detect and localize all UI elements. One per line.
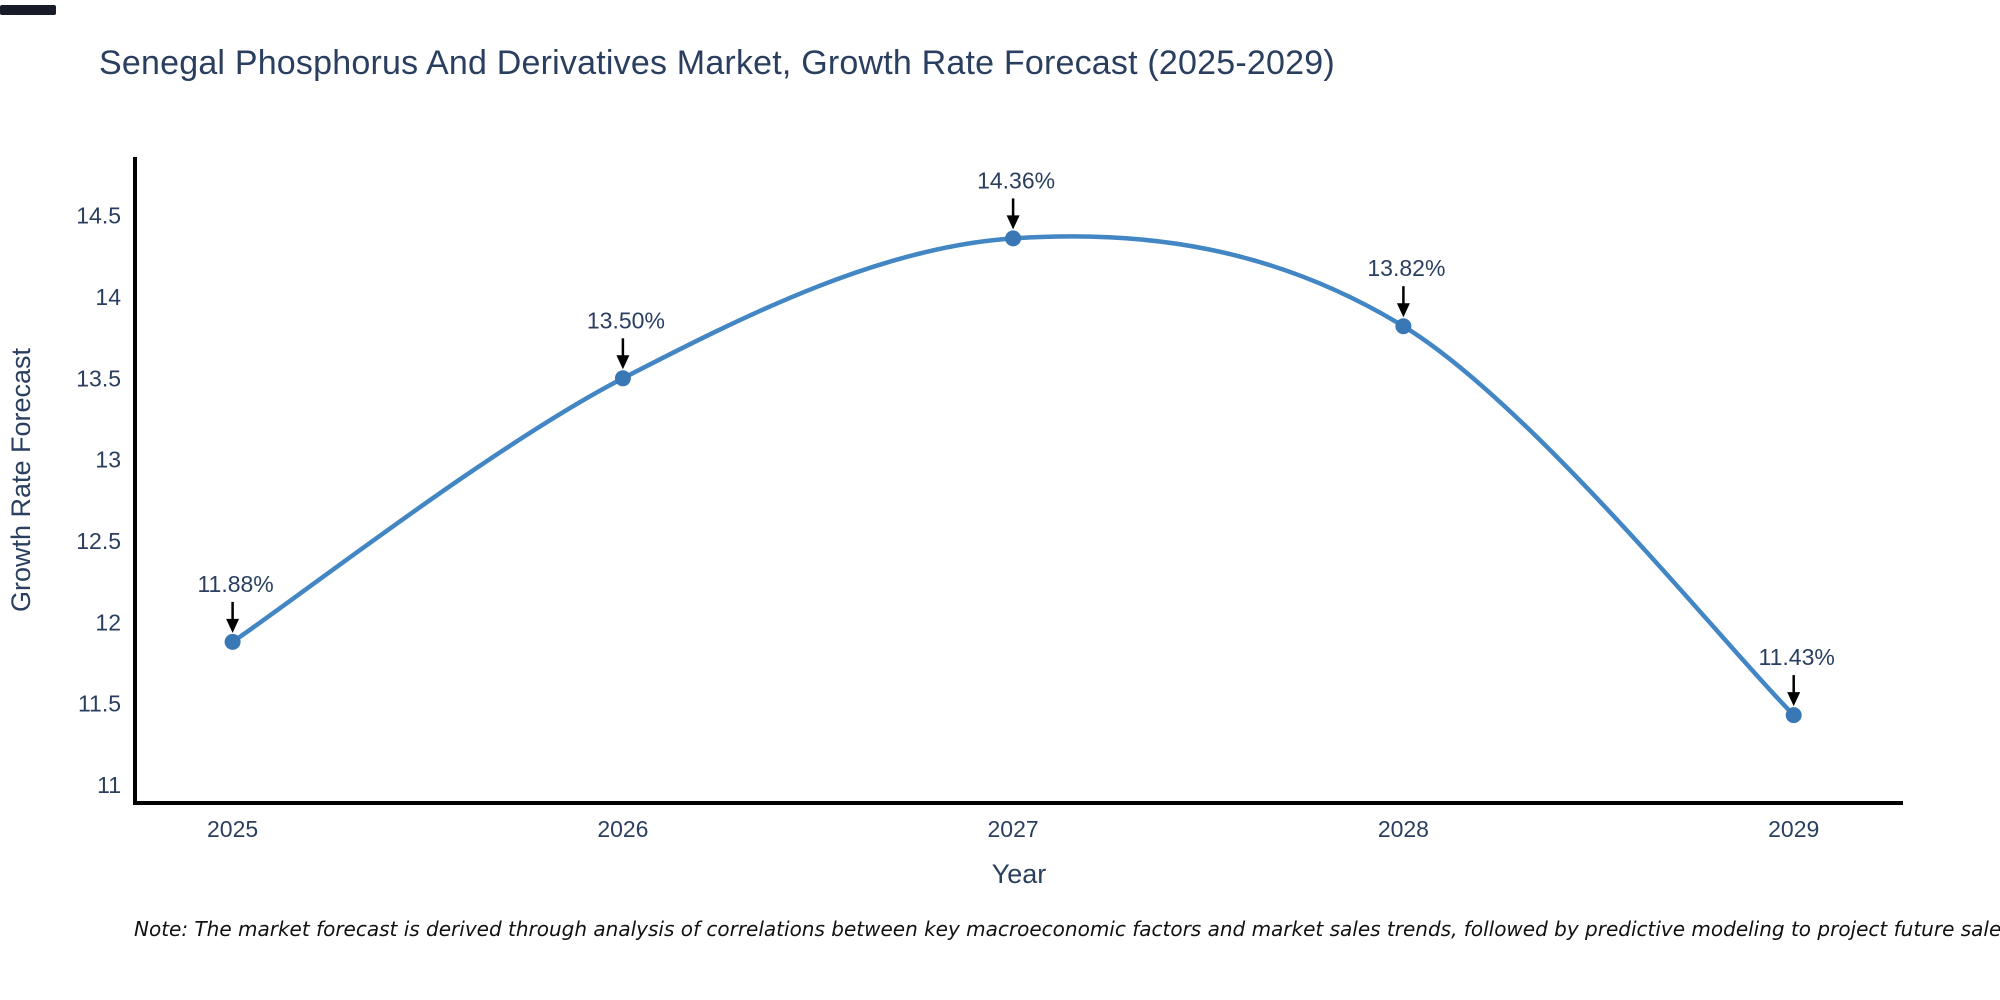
x-axis-title: Year (992, 859, 1047, 889)
y-tick-label: 11 (97, 772, 121, 798)
footnote: Note: The market forecast is derived thr… (134, 917, 2000, 941)
data-point-marker (1005, 230, 1022, 247)
annotation-arrowhead (226, 618, 240, 633)
chart-title: Senegal Phosphorus And Derivatives Marke… (99, 44, 1335, 82)
axis-lines (133, 157, 1903, 805)
x-tick-label: 2029 (1768, 816, 1819, 842)
x-tick-label: 2027 (988, 816, 1039, 842)
y-tick-label: 11.5 (78, 691, 121, 717)
x-tick-label: 2025 (207, 816, 258, 842)
data-point-marker (224, 633, 241, 650)
annotation-label: 11.43% (1759, 644, 1835, 670)
annotation-label: 11.88% (197, 571, 273, 597)
y-tick-label: 14.5 (76, 203, 121, 229)
y-tick-label: 13.5 (76, 365, 121, 391)
series-line (230, 234, 1796, 718)
y-tick-label: 13 (95, 447, 121, 473)
annotation-arrowhead (1006, 215, 1020, 230)
y-tick-label: 14 (95, 284, 121, 310)
y-tick-label: 12 (95, 609, 121, 635)
y-axis-title: Growth Rate Forecast (6, 347, 36, 612)
data-point-marker (614, 370, 631, 387)
annotation-arrowhead (1787, 692, 1801, 707)
data-point-marker (1395, 318, 1412, 335)
annotation-label: 13.82% (1367, 255, 1445, 281)
annotation-arrowhead (1396, 303, 1410, 318)
x-tick-label: 2028 (1378, 816, 1429, 842)
annotation-label: 14.36% (977, 167, 1055, 193)
annotation-label: 13.50% (587, 307, 665, 333)
x-tick-label: 2026 (597, 816, 648, 842)
annotation-arrowhead (616, 355, 630, 370)
y-tick-label: 12.5 (76, 528, 121, 554)
data-point-marker (1785, 707, 1802, 724)
screen-corner-artifact (0, 5, 56, 15)
